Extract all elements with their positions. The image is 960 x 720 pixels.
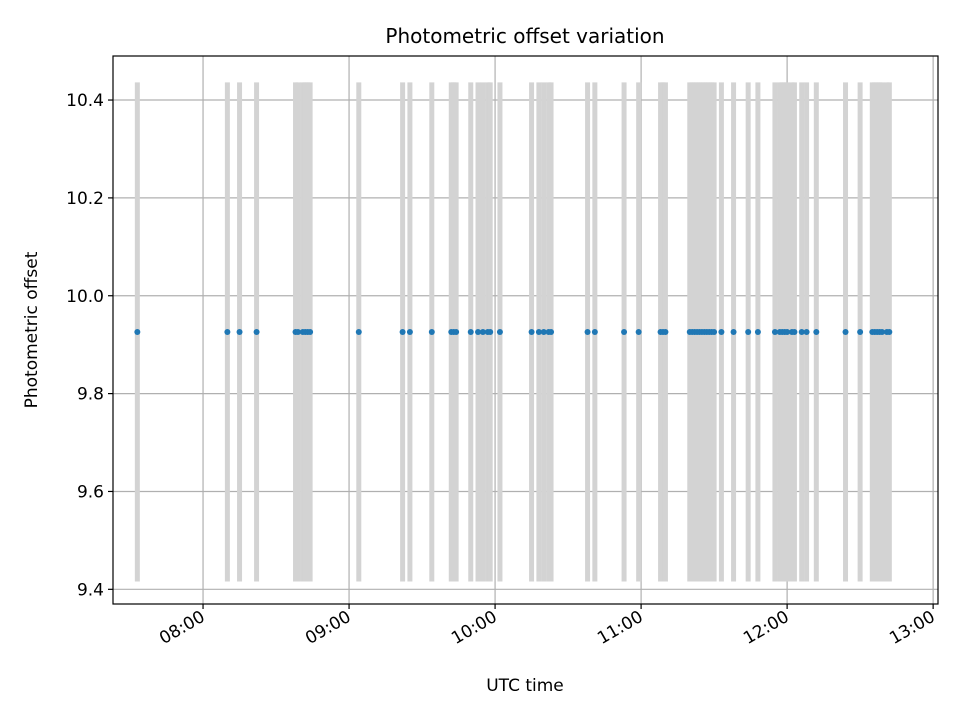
data-point (879, 328, 886, 335)
data-point (406, 328, 413, 335)
data-point (134, 328, 141, 335)
data-point (718, 328, 725, 335)
data-point (528, 328, 535, 335)
data-point (355, 328, 362, 335)
data-point (842, 328, 849, 335)
data-point (294, 328, 301, 335)
data-point (548, 328, 555, 335)
data-point (662, 328, 669, 335)
y-axis-label: Photometric offset (22, 251, 42, 408)
x-axis-label: UTC time (486, 676, 564, 696)
y-tick-label: 10.2 (66, 189, 104, 209)
data-point (236, 328, 243, 335)
data-point (803, 328, 810, 335)
data-point (399, 328, 406, 335)
data-point (487, 328, 494, 335)
data-point (475, 328, 482, 335)
data-point (253, 328, 260, 335)
data-point (479, 328, 486, 335)
y-tick-label: 9.8 (77, 385, 104, 405)
y-tick-label: 9.4 (77, 580, 104, 600)
data-point (467, 328, 474, 335)
data-point (307, 328, 314, 335)
data-point (711, 328, 718, 335)
data-point (857, 328, 864, 335)
y-axis: 9.4 9.6 9.8 10.0 10.2 10.4 (66, 91, 113, 600)
data-point (453, 328, 460, 335)
plot-frame (112, 55, 939, 605)
data-point (621, 328, 628, 335)
chart-title: Photometric offset variation (385, 24, 664, 48)
data-points (134, 328, 893, 335)
y-tick-label: 9.6 (77, 482, 104, 502)
data-point (771, 328, 778, 335)
data-point (496, 328, 503, 335)
y-tick-label: 10.4 (66, 91, 104, 111)
data-point (886, 328, 893, 335)
y-tick-label: 10.0 (66, 287, 104, 307)
data-point (635, 328, 642, 335)
data-point (798, 328, 805, 335)
data-point (224, 328, 231, 335)
data-point (535, 328, 542, 335)
data-point (540, 328, 547, 335)
data-point (591, 328, 598, 335)
data-point (813, 328, 820, 335)
data-point (730, 328, 737, 335)
data-point (784, 328, 791, 335)
data-point (791, 328, 798, 335)
data-point (584, 328, 591, 335)
data-point (745, 328, 752, 335)
data-point (428, 328, 435, 335)
data-point (754, 328, 761, 335)
